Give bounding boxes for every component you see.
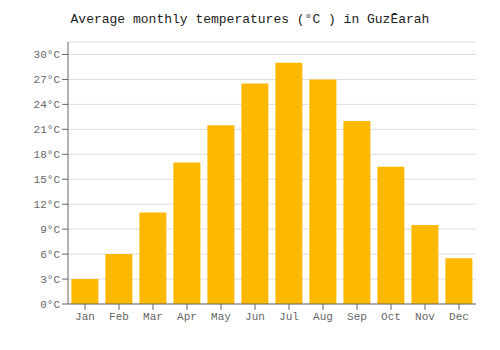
- svg-text:Oct: Oct: [381, 311, 401, 323]
- svg-text:6°C: 6°C: [40, 249, 60, 261]
- html-text:Average monthly temperatures (: Average monthly temperatures (°C ) in Gu…: [70, 12, 430, 27]
- svg-text:15°C: 15°C: [34, 174, 61, 186]
- svg-text:0°C: 0°C: [40, 299, 60, 311]
- svg-text:30°C: 30°C: [34, 49, 61, 61]
- svg-text:Feb: Feb: [109, 311, 129, 323]
- svg-text:9°C: 9°C: [40, 224, 60, 236]
- svg-text:Mar: Mar: [143, 311, 163, 323]
- svg-text:12°C: 12°C: [34, 199, 61, 211]
- svg-text:Aug: Aug: [313, 311, 333, 323]
- svg-text:Jul: Jul: [279, 311, 299, 323]
- svg-text:18°C: 18°C: [34, 149, 61, 161]
- svg-text:3°C: 3°C: [40, 274, 60, 286]
- svg-text:Sep: Sep: [347, 311, 367, 323]
- svg-text:Nov: Nov: [415, 311, 435, 323]
- svg-text:Apr: Apr: [177, 311, 197, 323]
- svg-text:Dec: Dec: [449, 311, 469, 323]
- svg-text:27°C: 27°C: [34, 74, 61, 86]
- svg-text:21°C: 21°C: [34, 124, 61, 136]
- svg-text:Jan: Jan: [75, 311, 95, 323]
- svg-text:Jun: Jun: [245, 311, 265, 323]
- svg-text:May: May: [211, 311, 231, 323]
- svg-text:24°C: 24°C: [34, 99, 61, 111]
